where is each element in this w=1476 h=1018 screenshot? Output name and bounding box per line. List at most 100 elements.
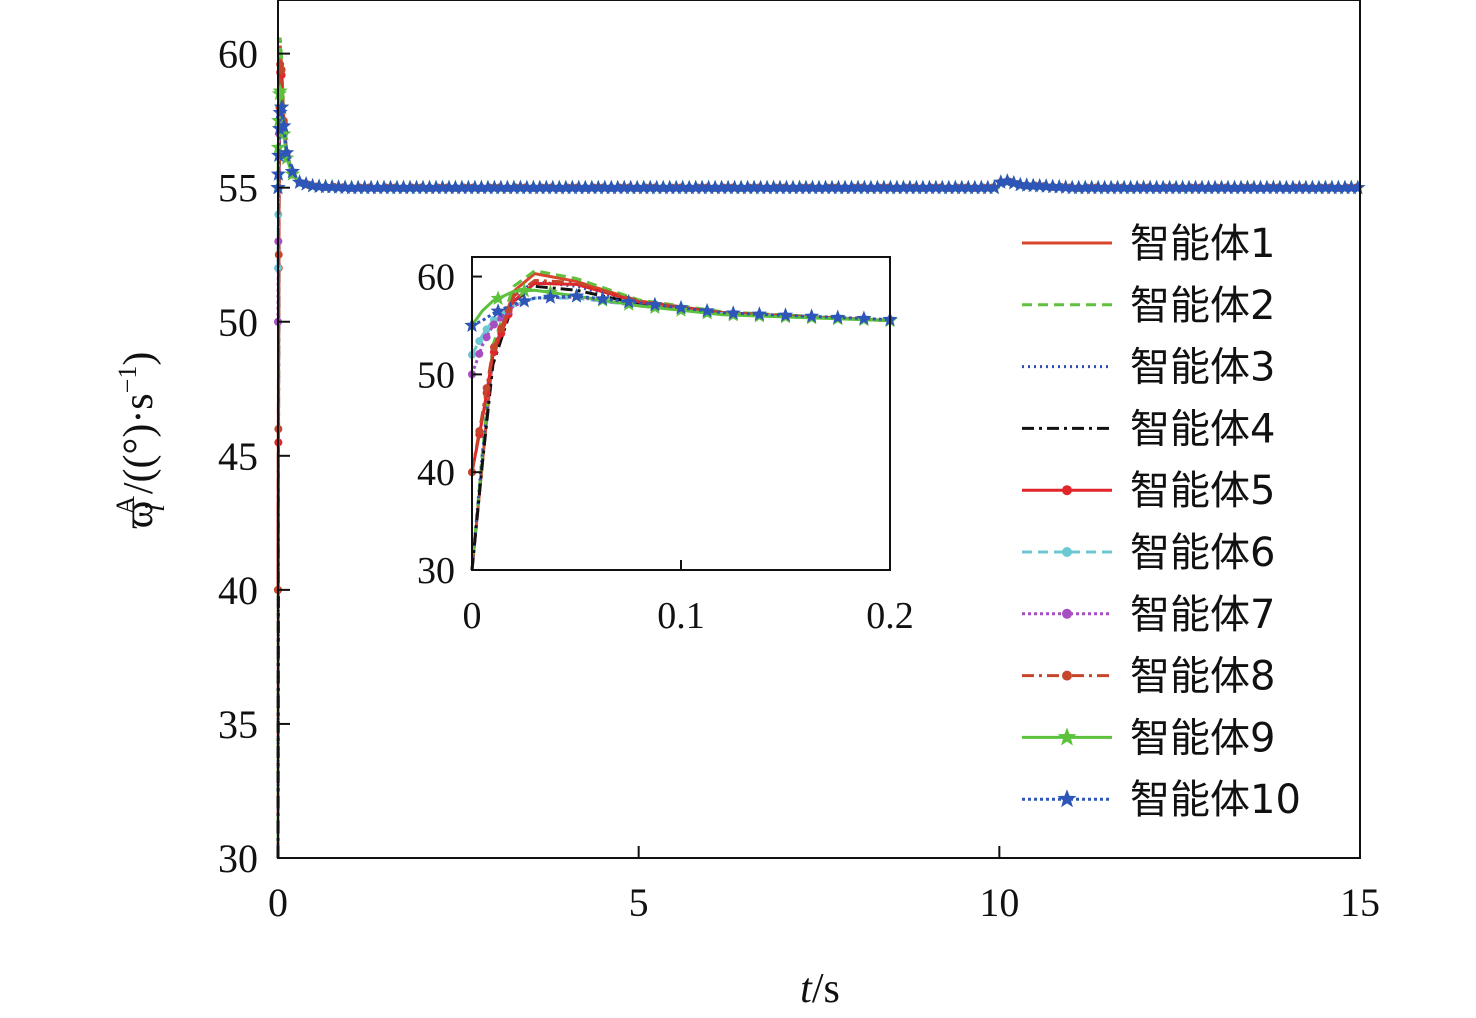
inset-y-tick-label: 60 (417, 257, 455, 299)
series-marker (272, 83, 288, 98)
series-marker (1194, 179, 1210, 195)
series-marker (460, 179, 476, 195)
series-marker (486, 179, 502, 195)
inset-series-marker (482, 333, 491, 342)
series-marker (1045, 178, 1061, 194)
series-marker (337, 179, 353, 194)
series-marker (798, 179, 814, 195)
inset: 0 0.1 0.2 30 40 50 60 (417, 256, 914, 637)
series-marker (415, 179, 431, 195)
inset-series-marker (482, 384, 491, 393)
series-marker (1311, 179, 1327, 195)
series-marker (1298, 179, 1314, 195)
series-marker (1149, 179, 1165, 195)
series-marker (1272, 179, 1288, 195)
series-marker (408, 179, 425, 195)
series-marker (480, 179, 496, 195)
series-marker (1019, 177, 1035, 192)
series-marker (765, 179, 782, 195)
series-marker (271, 120, 288, 136)
series-marker (1103, 179, 1119, 195)
legend-background (1008, 212, 1348, 824)
series-marker (376, 179, 392, 195)
series-marker (733, 179, 749, 195)
x-axis-label: t/s (800, 966, 840, 1012)
series-marker (837, 179, 853, 195)
legend-label: 智能体7 (1130, 592, 1275, 638)
series-marker (707, 179, 723, 195)
series-marker (655, 179, 671, 195)
y-axis-label-unit-sup: −1 (113, 366, 142, 394)
series-marker (863, 179, 879, 195)
legend-marker (1062, 608, 1072, 619)
series-marker (1304, 179, 1320, 195)
series-marker (1116, 179, 1132, 195)
series-marker (623, 179, 639, 195)
inset-series-marker (699, 302, 715, 318)
series-marker (1226, 179, 1243, 195)
series-marker (876, 179, 892, 195)
legend-item: 智能体7 (1022, 592, 1275, 638)
y-axis-label-close: ) (116, 352, 162, 366)
series-9 (270, 83, 1366, 195)
series-marker (1155, 179, 1171, 195)
series-marker (934, 179, 950, 195)
series-marker (785, 179, 801, 195)
series-marker (519, 179, 535, 195)
series-marker (318, 178, 334, 194)
series-marker (564, 179, 580, 195)
x-tick-label: 10 (979, 880, 1019, 925)
series-marker (1174, 179, 1191, 195)
series-marker (350, 179, 366, 195)
inset-x-tick-label: 0.1 (657, 595, 705, 637)
inset-y-tick-label: 30 (417, 550, 455, 592)
series-marker (830, 179, 847, 195)
y-axis-label-sub: i (140, 504, 171, 512)
series-marker (545, 179, 561, 195)
series-marker (649, 179, 665, 195)
legend-marker (1062, 547, 1072, 557)
y-tick-label: 35 (218, 702, 258, 747)
inset-series-marker (475, 337, 484, 346)
inset-x-tick-label: 0.2 (866, 595, 914, 637)
series-marker (889, 179, 905, 195)
series-marker (284, 163, 300, 179)
legend-label: 智能体8 (1130, 654, 1275, 700)
series-marker (1324, 179, 1340, 195)
y-axis-label: ϖAi /((°)·s−1) (111, 352, 171, 529)
series-marker (1038, 178, 1054, 193)
series-marker (279, 150, 295, 165)
series-marker (1220, 179, 1236, 195)
series-marker (960, 179, 976, 195)
inset-series-marker (489, 343, 498, 352)
inset-series-marker (542, 289, 558, 304)
main-ticks: 0 5 10 15 30 35 40 45 50 55 60 (218, 32, 1380, 925)
series-marker (597, 179, 613, 195)
inset-series-marker (647, 296, 663, 312)
y-tick-label: 40 (218, 568, 258, 613)
series-marker (292, 174, 308, 189)
series-marker (1233, 179, 1249, 195)
series-marker (551, 179, 567, 195)
series-marker (1097, 179, 1113, 195)
y-axis-label-unit: /((°)·s (116, 393, 162, 494)
series-marker (279, 144, 295, 160)
series-marker (1162, 179, 1178, 195)
x-tick-label: 0 (268, 880, 288, 925)
series-marker (441, 179, 457, 195)
legend-label: 智能体10 (1130, 777, 1301, 823)
series-marker (421, 179, 438, 195)
series-marker (856, 179, 873, 195)
series-marker (402, 179, 418, 195)
series-marker (895, 179, 911, 195)
series-marker (1058, 179, 1074, 194)
series-marker (276, 118, 292, 133)
series-marker (1012, 176, 1028, 192)
legend: 智能体1 智能体2 智能体3 智能体4 智能体5 智能体6 智能体7 智能体8 智能体9 智能体1… (1008, 212, 1348, 824)
legend-label: 智能体2 (1130, 283, 1275, 329)
inset-y-tick-label: 50 (417, 354, 455, 396)
y-axis-label-symbol: ϖ (116, 501, 162, 529)
series-marker (668, 179, 684, 195)
inset-series-line (471, 294, 891, 327)
series-marker (642, 179, 658, 195)
